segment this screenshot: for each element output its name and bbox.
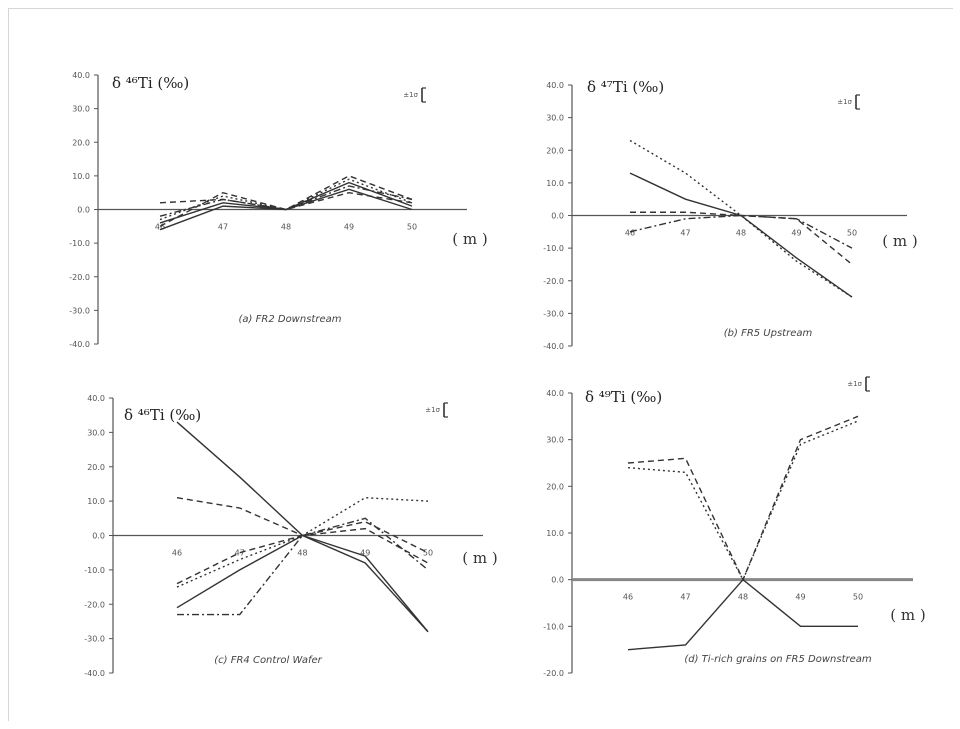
chart-panel-3: 40.0 30.0 20.0 10.0 0.0 -10.0 -20.0 -30.0 -40.0 4…	[84, 394, 497, 678]
x-tick-label: 46	[172, 549, 182, 558]
y-tick-label: 40.0	[87, 394, 105, 403]
y-axis-label: δ ⁴⁶Ti (‰)	[112, 74, 189, 92]
y-tick-label: 30.0	[546, 114, 564, 123]
x-tick-label: 46	[625, 229, 635, 238]
x-tick-label: 50	[847, 229, 857, 238]
x-tick-label: 49	[360, 549, 370, 558]
x-tick-label: 50	[853, 593, 863, 602]
y-tick-label: -20.0	[69, 273, 90, 282]
error-bar-label: ±1σ	[425, 406, 440, 414]
x-tick-label: 49	[795, 593, 805, 602]
x-tick-label: 46	[155, 223, 165, 232]
y-axis-label: δ ⁴⁷Ti (‰)	[587, 78, 664, 96]
series-line-6	[159, 191, 413, 211]
panel-caption: (a) FR2 Downstream	[239, 314, 342, 325]
y-tick-label: 30.0	[546, 436, 564, 445]
y-tick-label: 0.0	[92, 532, 105, 541]
y-tick-label: 10.0	[72, 172, 90, 181]
y-tick-label: -30.0	[543, 309, 564, 318]
chart-panel-4: 40.0 30.0 20.0 10.0 0.0 -10.0 -20.0 46 47 48 49 50 δ…	[543, 376, 926, 678]
panel-caption: (b) FR5 Upstream	[724, 328, 813, 339]
series-line-3	[630, 211, 853, 265]
x-axis-unit: ( m )	[452, 230, 487, 248]
y-tick-label: -30.0	[84, 635, 105, 644]
x-tick-label: 48	[736, 229, 746, 238]
series-line-1	[159, 175, 413, 227]
y-axis-label: δ ⁴⁶Ti (‰)	[124, 406, 201, 424]
y-tick-label: -10.0	[543, 622, 564, 631]
series-line-1	[176, 421, 429, 633]
x-tick-label: 47	[680, 229, 690, 238]
y-tick-label: -10.0	[543, 244, 564, 253]
y-axis-label: δ ⁴⁹Ti (‰)	[585, 388, 662, 406]
panel-caption: (c) FR4 Control Wafer	[214, 655, 322, 666]
series-line-3	[627, 578, 858, 651]
series-line-4	[159, 185, 413, 217]
y-tick-label: 10.0	[87, 497, 105, 506]
x-tick-label: 47	[235, 549, 245, 558]
series-line-2	[159, 181, 413, 224]
y-tick-label: 20.0	[546, 482, 564, 491]
y-tick-label: 30.0	[87, 428, 105, 437]
x-tick-label: 49	[791, 229, 801, 238]
series-line-2	[627, 420, 859, 582]
panel-caption: (d) Ti-rich grains on FR5 Downstream	[684, 654, 872, 665]
y-tick-label: -40.0	[69, 340, 90, 349]
y-tick-label: 40.0	[546, 81, 564, 90]
x-tick-label: 49	[344, 223, 354, 232]
x-tick-label: 50	[423, 549, 433, 558]
figure-frame	[8, 8, 953, 721]
x-axis-unit: ( m )	[462, 549, 497, 567]
y-tick-label: -20.0	[543, 277, 564, 286]
y-tick-label: -20.0	[84, 600, 105, 609]
x-tick-label: 48	[738, 593, 748, 602]
y-tick-label: -40.0	[84, 669, 105, 678]
x-tick-label: 47	[680, 593, 690, 602]
y-tick-label: 40.0	[546, 389, 564, 398]
series-line-4	[177, 517, 429, 616]
y-tick-label: -10.0	[84, 566, 105, 575]
error-bar-label: ±1σ	[837, 98, 852, 106]
x-tick-label: 47	[218, 223, 228, 232]
y-tick-label: 20.0	[546, 146, 564, 155]
x-tick-label: 50	[407, 223, 417, 232]
y-tick-label: -10.0	[69, 239, 90, 248]
error-bar-label: ±1σ	[847, 380, 862, 388]
chart-panel-1: 40.0 30.0 20.0 10.0 0.0 -10.0 -20.0 -30.0 -40.0 4…	[69, 71, 487, 349]
error-bar-label: ±1σ	[403, 91, 418, 99]
x-axis-unit: ( m )	[890, 606, 925, 624]
y-tick-label: 10.0	[546, 529, 564, 538]
x-tick-label: 46	[623, 593, 633, 602]
y-tick-label: 10.0	[546, 179, 564, 188]
y-tick-label: 0.0	[77, 206, 90, 215]
series-line-1	[627, 415, 859, 582]
y-tick-label: -40.0	[543, 342, 564, 351]
y-tick-label: 30.0	[72, 105, 90, 114]
x-axis-unit: ( m )	[882, 232, 917, 250]
y-tick-label: -30.0	[69, 306, 90, 315]
y-tick-label: 20.0	[87, 463, 105, 472]
y-tick-label: 0.0	[551, 212, 564, 221]
y-tick-label: 0.0	[551, 576, 564, 585]
x-tick-label: 48	[281, 223, 291, 232]
chart-panel-2: 40.0 30.0 20.0 10.0 0.0 -10.0 -20.0 -30.0 -40.0 4…	[543, 78, 917, 351]
y-tick-label: -20.0	[543, 669, 564, 678]
y-tick-label: 40.0	[72, 71, 90, 80]
x-tick-label: 48	[297, 549, 307, 558]
y-tick-label: 20.0	[72, 138, 90, 147]
series-line-6	[176, 521, 429, 585]
